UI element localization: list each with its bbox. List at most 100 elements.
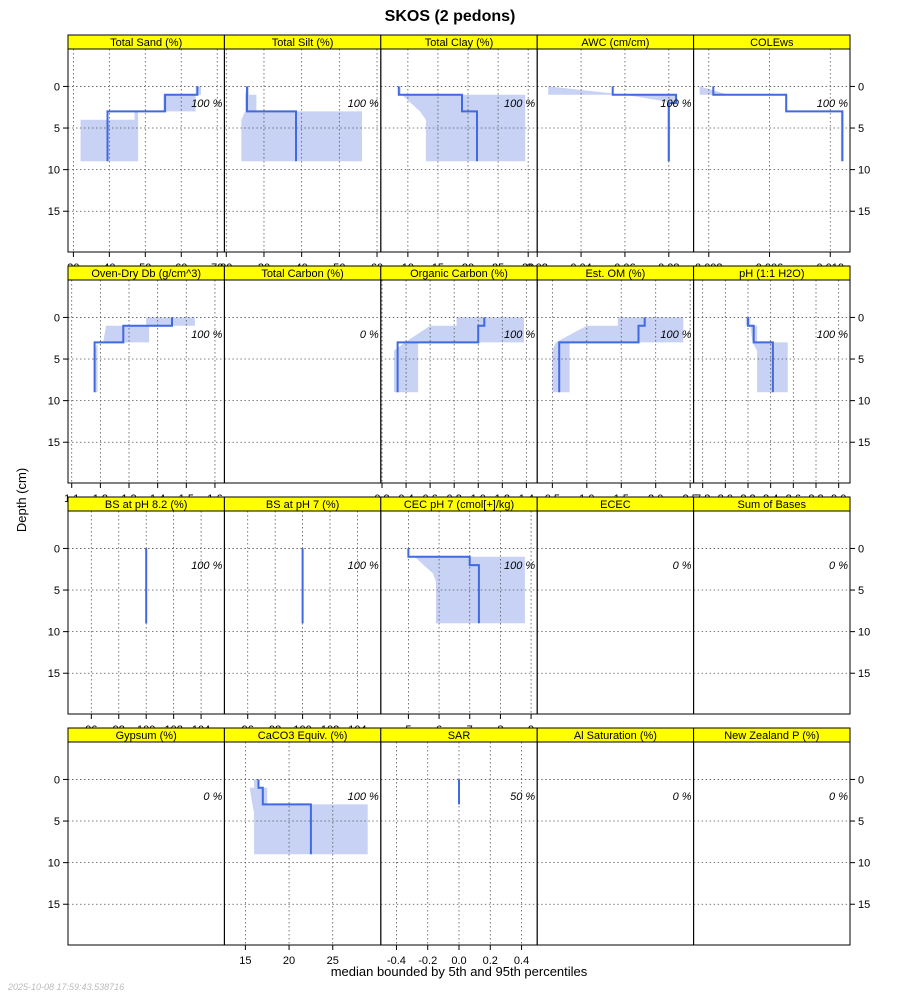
data-percent-label: 100 % <box>191 98 222 110</box>
panel-title: pH (1:1 H2O) <box>739 268 804 280</box>
panel-title: New Zealand P (%) <box>724 730 819 742</box>
median-line <box>558 317 646 393</box>
median-line <box>747 317 774 393</box>
percentile-band <box>552 317 684 393</box>
panel-frame <box>223 279 382 484</box>
panel: Total Silt (%)100 %2030405060 <box>220 34 383 274</box>
y-tick-label: 5 <box>858 816 864 828</box>
x-tick-label: 20 <box>283 955 295 967</box>
y-tick-label: 0 <box>54 81 60 93</box>
panel-gridlines <box>537 548 694 674</box>
panel-title: CEC pH 7 (cmol[+]/kg) <box>404 499 514 511</box>
panel: CaCO3 Equiv. (%) 100 % 15 20 25 <box>223 727 382 967</box>
x-tick-label: 15 <box>239 955 251 967</box>
data-percent-label: 100 % <box>504 560 535 572</box>
data-percent-label: 100 % <box>191 560 222 572</box>
panel-gridlines <box>380 511 538 714</box>
y-tick-label: 5 <box>54 354 60 366</box>
x-tick-label: -0.2 <box>418 955 437 967</box>
data-percent-label: 100 % <box>504 329 535 341</box>
y-tick-label: 10 <box>48 858 60 870</box>
panel: BS at pH 8.2 (%)100 %9698100102104051015 <box>48 496 225 736</box>
panel: Organic Carbon (%)100 %0.20.40.60.81.01.… <box>374 265 538 505</box>
x-axis-label: median bounded by 5th and 95th percentil… <box>331 964 588 979</box>
panel-title: Sum of Bases <box>738 499 807 511</box>
panel-gridlines <box>693 548 850 674</box>
data-percent-label: 0 % <box>673 560 692 572</box>
y-tick-label: 10 <box>858 627 870 639</box>
y-tick-label: 0 <box>858 774 864 786</box>
panel-gridlines <box>380 742 538 945</box>
x-tick-label: 0.4 <box>514 955 529 967</box>
median-line <box>106 86 199 162</box>
panel-gridlines <box>224 49 381 252</box>
panel: Oven-Dry Db (g/cm^3)100 %1.11.21.31.41.5… <box>48 265 225 505</box>
panel-gridlines <box>380 49 538 252</box>
y-tick-label: 0 <box>858 543 864 555</box>
percentile-band <box>398 86 526 162</box>
percentile-band <box>745 317 788 393</box>
panel: Est. OM (%)100 %0.51.01.52.02.5 <box>536 265 698 505</box>
panel: Al Saturation (%) 0 % <box>536 727 695 946</box>
y-tick-label: 0 <box>858 81 864 93</box>
panel-title: Total Clay (%) <box>425 37 493 49</box>
data-percent-label: 100 % <box>817 329 848 341</box>
y-axis-label: Depth (cm) <box>14 468 29 532</box>
panel-gridlines <box>693 280 850 483</box>
data-percent-label: 100 % <box>348 98 379 110</box>
panel: Total Clay (%)100 %1015202530 <box>380 34 538 274</box>
x-tick-label: -0.4 <box>387 955 406 967</box>
panel-gridlines <box>537 280 694 483</box>
data-percent-label: 100 % <box>660 329 691 341</box>
panel: ECEC 0 % <box>536 496 695 715</box>
panel-grid: Total Sand (%)100 %3040506070051015Total… <box>48 34 870 967</box>
data-percent-label: 100 % <box>504 98 535 110</box>
panel-frame <box>693 741 851 946</box>
panel-frame <box>536 48 695 253</box>
panel: CEC pH 7 (cmol[+]/kg)100 %56789 <box>380 496 538 736</box>
panel-title: Total Silt (%) <box>272 37 334 49</box>
percentile-band <box>394 317 524 393</box>
panel: Total Carbon (%) 0 % <box>223 265 382 484</box>
y-tick-label: 15 <box>858 899 870 911</box>
percentile-band <box>408 548 525 624</box>
data-percent-label: 100 % <box>660 98 691 110</box>
y-tick-label: 10 <box>858 396 870 408</box>
panel: Gypsum (%) 0 % 0 5 10 15 <box>48 727 225 946</box>
median-line <box>257 779 312 855</box>
panel-gridlines <box>68 779 225 905</box>
data-percent-label: 100 % <box>348 791 379 803</box>
panel-frame <box>536 510 695 715</box>
y-tick-label: 5 <box>858 354 864 366</box>
y-tick-label: 15 <box>858 206 870 218</box>
y-tick-label: 15 <box>48 437 60 449</box>
panel-gridlines <box>380 280 538 483</box>
median-line <box>397 86 478 162</box>
data-percent-label: 0 % <box>829 791 848 803</box>
median-line <box>611 86 678 162</box>
panel: BS at pH 7 (%)100 %9698100102104 <box>223 496 382 736</box>
percentile-band <box>241 86 362 162</box>
y-tick-label: 15 <box>48 206 60 218</box>
y-tick-label: 10 <box>48 165 60 177</box>
panel-gridlines <box>68 49 225 252</box>
panel-title: BS at pH 7 (%) <box>266 499 339 511</box>
panel-gridlines <box>68 280 225 483</box>
percentile-band <box>94 317 195 393</box>
y-tick-label: 10 <box>48 396 60 408</box>
panel-frame <box>536 741 695 946</box>
median-line <box>246 86 297 162</box>
y-tick-label: 5 <box>54 123 60 135</box>
panel-title: AWC (cm/cm) <box>581 37 649 49</box>
y-tick-label: 5 <box>54 585 60 597</box>
data-percent-label: 100 % <box>191 329 222 341</box>
y-tick-label: 10 <box>858 858 870 870</box>
y-tick-label: 10 <box>48 627 60 639</box>
chart-title: SKOS (2 pedons) <box>385 8 516 25</box>
panel-title: ECEC <box>600 499 631 511</box>
y-tick-label: 15 <box>48 899 60 911</box>
panel-frame <box>693 48 851 253</box>
panel: Sum of Bases 0 % 0 5 10 15 <box>693 496 870 715</box>
median-line <box>93 317 173 393</box>
